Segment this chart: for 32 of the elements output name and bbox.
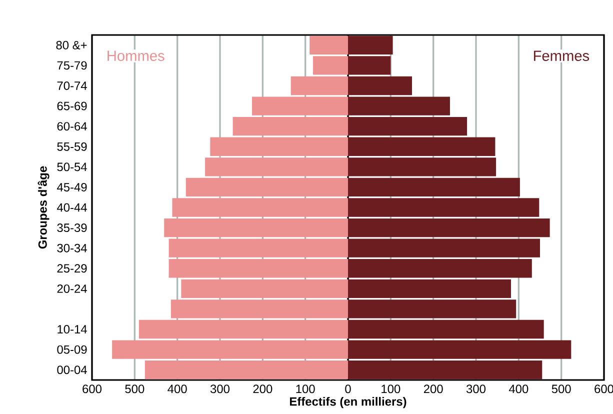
- x-tick-label: 100: [296, 384, 315, 394]
- y-tick-label: 10-14: [58, 325, 87, 334]
- y-tick-label: 70-74: [57, 81, 87, 90]
- y-tick-label: 75-79: [57, 61, 87, 70]
- x-tick-label: 300: [210, 384, 230, 394]
- x-tick-label: 400: [508, 384, 528, 394]
- y-tick-label: 40-44: [57, 203, 87, 212]
- y-tick-label: 35-39: [57, 224, 87, 232]
- y-tick-label: 30-34: [57, 244, 87, 252]
- x-tick-label: 600: [82, 384, 102, 394]
- x-tick-label: 200: [253, 384, 272, 394]
- y-axis-title: Groupes d'âge: [38, 166, 50, 249]
- x-tick-label: 100: [382, 384, 400, 394]
- x-tick-label: 300: [466, 384, 486, 394]
- y-tick-label: 00-04: [57, 366, 87, 374]
- x-axis-title: Effectifs (en milliers): [290, 396, 406, 408]
- y-tick-label: 25-29: [57, 264, 87, 273]
- x-tick-label: 0: [345, 384, 351, 394]
- y-tick-label: 45-49: [57, 182, 87, 192]
- x-tick-label: 500: [125, 384, 144, 394]
- x-tick-label: 200: [424, 384, 443, 394]
- text: Femmes: [534, 50, 590, 61]
- text: Hommes: [108, 50, 164, 61]
- y-tick-label: 55-59: [57, 142, 87, 151]
- y-tick-label: 50-54: [57, 162, 87, 172]
- y-tick-label: 60-64: [57, 122, 87, 131]
- y-tick-label: 65-69: [57, 102, 87, 110]
- x-tick-label: 400: [168, 384, 187, 394]
- y-tick-label: 80 &+: [56, 40, 87, 50]
- x-tick-label: 500: [552, 384, 571, 394]
- y-tick-label: 20-24: [57, 284, 87, 293]
- y-tick-label: 05-09: [57, 345, 87, 354]
